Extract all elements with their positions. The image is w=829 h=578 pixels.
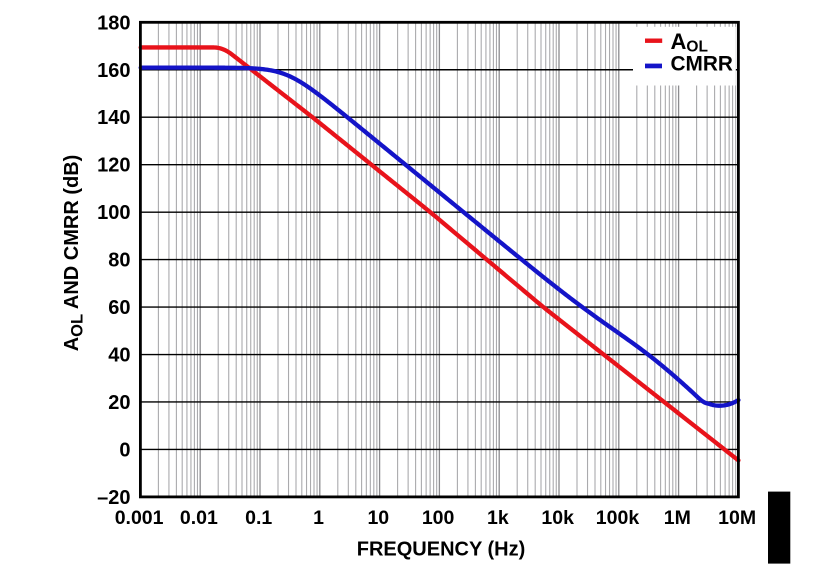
svg-text:100k: 100k — [596, 507, 640, 529]
svg-text:140: 140 — [97, 107, 130, 129]
svg-text:10k: 10k — [541, 507, 574, 529]
svg-text:1k: 1k — [487, 507, 509, 529]
svg-text:160: 160 — [97, 60, 130, 82]
svg-text:1: 1 — [313, 507, 324, 529]
svg-text:CMRR: CMRR — [671, 53, 733, 76]
svg-text:120: 120 — [97, 155, 130, 177]
svg-text:FREQUENCY (Hz): FREQUENCY (Hz) — [357, 539, 526, 561]
svg-text:100: 100 — [422, 507, 455, 529]
svg-text:0.001: 0.001 — [115, 507, 164, 529]
svg-text:80: 80 — [108, 250, 130, 272]
svg-text:180: 180 — [97, 12, 130, 34]
svg-text:–20: –20 — [97, 487, 130, 509]
svg-text:0.1: 0.1 — [245, 507, 272, 529]
svg-text:10: 10 — [367, 507, 389, 529]
svg-text:1M: 1M — [664, 507, 691, 529]
svg-text:60: 60 — [108, 297, 130, 319]
svg-text:10M: 10M — [718, 507, 756, 529]
svg-text:20: 20 — [108, 392, 130, 414]
svg-text:0: 0 — [119, 439, 130, 461]
svg-text:0.01: 0.01 — [180, 507, 218, 529]
svg-text:40: 40 — [108, 345, 130, 367]
svg-text:100: 100 — [97, 202, 130, 224]
